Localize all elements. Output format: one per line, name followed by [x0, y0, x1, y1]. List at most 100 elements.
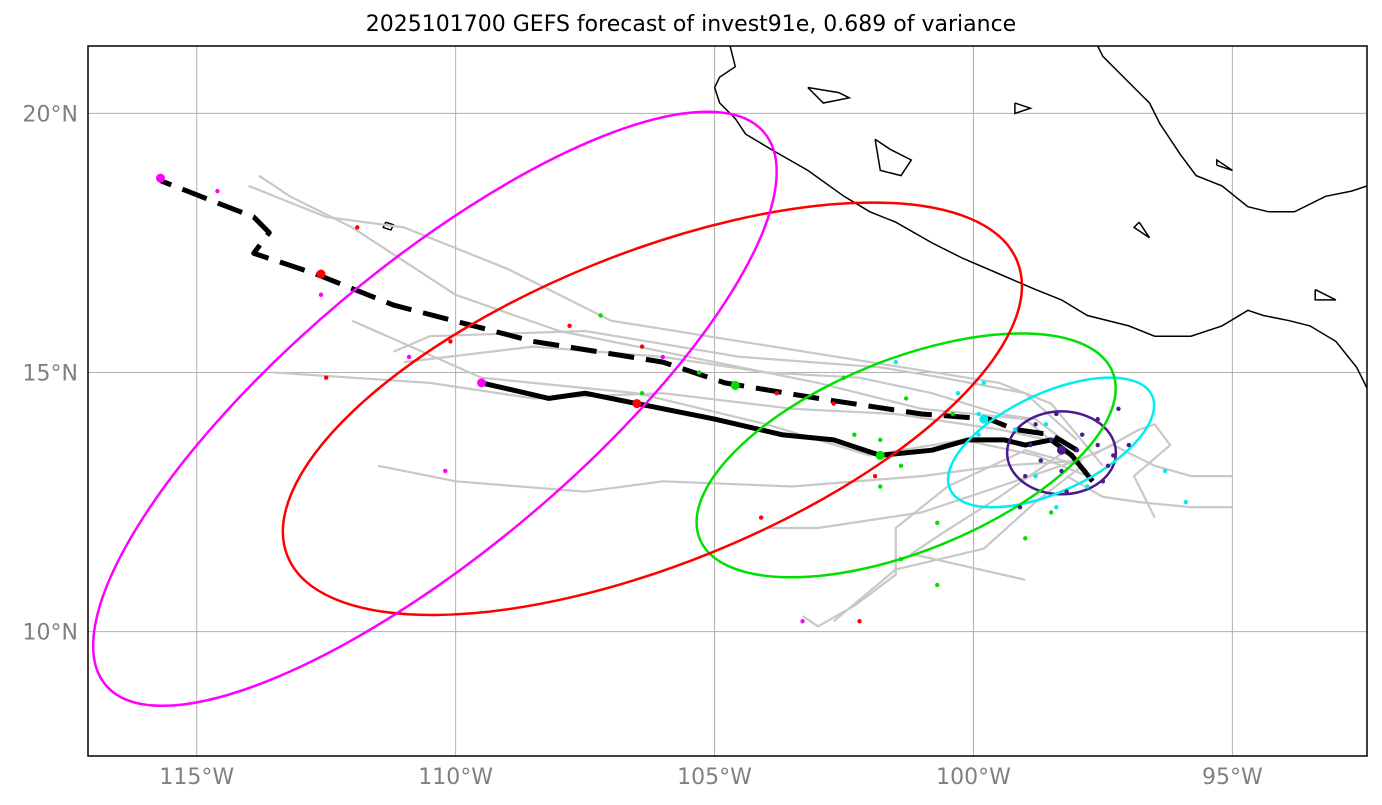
member-point-t1: [1095, 416, 1100, 422]
y-axis-ticks: 10°N 15°N 20°N: [23, 102, 78, 645]
member-point-t4: [567, 323, 572, 329]
member-point-t5: [660, 354, 665, 360]
mean-track-dashed: [159, 178, 1079, 453]
member-point-t2: [1085, 484, 1090, 489]
uncertainty-ellipses: [91, 110, 1156, 708]
centroid-t1: [1056, 445, 1066, 455]
centroid-markers: [155, 173, 1066, 460]
member-point-t4: [831, 401, 836, 406]
member-point-t4: [774, 391, 779, 396]
member-point-t1: [1017, 505, 1023, 510]
centroid-t3: [875, 450, 885, 460]
member-point-t3: [935, 582, 940, 588]
member-point-t5: [215, 188, 220, 194]
member-point-t3: [878, 437, 883, 443]
member-point-t1: [1074, 448, 1080, 453]
member-point-t3: [898, 556, 904, 562]
member-point-t3: [852, 432, 857, 437]
member-point-t2: [981, 380, 987, 386]
member-track: [766, 459, 1078, 530]
member-point-t1: [1116, 406, 1121, 411]
centroid-t4: [632, 399, 642, 409]
centroid-t2: [979, 414, 989, 424]
member-point-t5: [443, 468, 448, 474]
coastline-pacific: [713, 46, 1367, 389]
member-point-t1: [1095, 442, 1100, 448]
centroid-t4: [316, 269, 326, 279]
x-tick-label: 110°W: [418, 765, 493, 790]
member-track: [351, 319, 1088, 478]
member-point-t3: [950, 411, 955, 417]
member-point-t2: [1183, 499, 1188, 505]
island-outline: [1314, 288, 1337, 301]
member-tracks: [248, 174, 1233, 628]
member-point-t1: [1080, 432, 1085, 437]
mean-track: [159, 178, 1095, 483]
member-point-t1: [1111, 453, 1116, 458]
member-point-t3: [1023, 536, 1028, 541]
member-point-t3: [639, 391, 645, 396]
island-outline: [1014, 102, 1033, 115]
member-track: [248, 184, 1104, 467]
member-point-t1: [1028, 442, 1033, 448]
centroid-t5: [477, 378, 487, 388]
member-track: [1066, 475, 1233, 509]
member-point-t3: [1048, 510, 1054, 515]
member-track: [377, 459, 1083, 493]
centroid-t5: [155, 173, 165, 183]
member-point-t4: [323, 375, 329, 380]
member-point-t3: [898, 463, 904, 468]
member-point-t5: [318, 292, 324, 297]
member-point-t2: [893, 359, 898, 365]
member-point-t1: [1126, 442, 1132, 448]
member-track: [258, 174, 1089, 472]
member-track: [1076, 444, 1233, 478]
member-point-t2: [976, 411, 981, 417]
coastline-gulf: [1097, 46, 1367, 213]
member-point-t3: [935, 520, 940, 525]
member-point-t2: [976, 432, 981, 437]
ellipse-t2: [946, 376, 1156, 509]
member-point-t3: [598, 313, 603, 318]
chart-title: 2025101700 GEFS forecast of invest91e, 0…: [365, 12, 1017, 37]
member-track: [801, 449, 1083, 628]
member-point-t1: [1048, 437, 1054, 443]
member-point-t2: [1012, 427, 1018, 432]
x-tick-label: 100°W: [936, 765, 1011, 790]
plot-frame: [87, 45, 1368, 757]
member-track: [403, 345, 1078, 452]
y-tick-label: 15°N: [23, 361, 78, 386]
member-point-t5: [406, 354, 412, 360]
x-tick-label: 115°W: [159, 765, 234, 790]
member-point-t3: [696, 370, 702, 375]
member-point-t2: [955, 391, 961, 396]
member-track: [832, 464, 1083, 623]
member-point-t1: [1033, 422, 1038, 427]
ellipse-t4: [281, 201, 1024, 617]
member-point-t1: [1059, 468, 1064, 474]
y-tick-label: 10°N: [23, 621, 78, 646]
member-point-t1: [1023, 473, 1028, 479]
member-point-t4: [448, 339, 453, 344]
member-point-t1: [1054, 411, 1059, 417]
member-point-t2: [1033, 473, 1038, 479]
member-point-t3: [841, 375, 847, 380]
ellipse-t3: [695, 332, 1117, 579]
member-point-t4: [758, 515, 764, 520]
member-point-t4: [872, 473, 878, 479]
member-point-t4: [355, 225, 360, 230]
member-point-t4: [857, 619, 862, 624]
island-outline: [874, 138, 913, 177]
island-outline: [807, 86, 852, 104]
y-tick-label: 20°N: [23, 102, 78, 127]
ellipse-t1: [1005, 410, 1118, 496]
member-positions: [215, 188, 1188, 624]
centroid-t3: [730, 380, 740, 390]
member-point-t2: [1043, 422, 1049, 427]
member-point-t1: [1038, 458, 1043, 463]
member-point-t2: [1162, 468, 1168, 474]
member-point-t2: [1054, 505, 1059, 510]
island-outline: [1132, 221, 1151, 239]
x-tick-label: 95°W: [1202, 765, 1263, 790]
